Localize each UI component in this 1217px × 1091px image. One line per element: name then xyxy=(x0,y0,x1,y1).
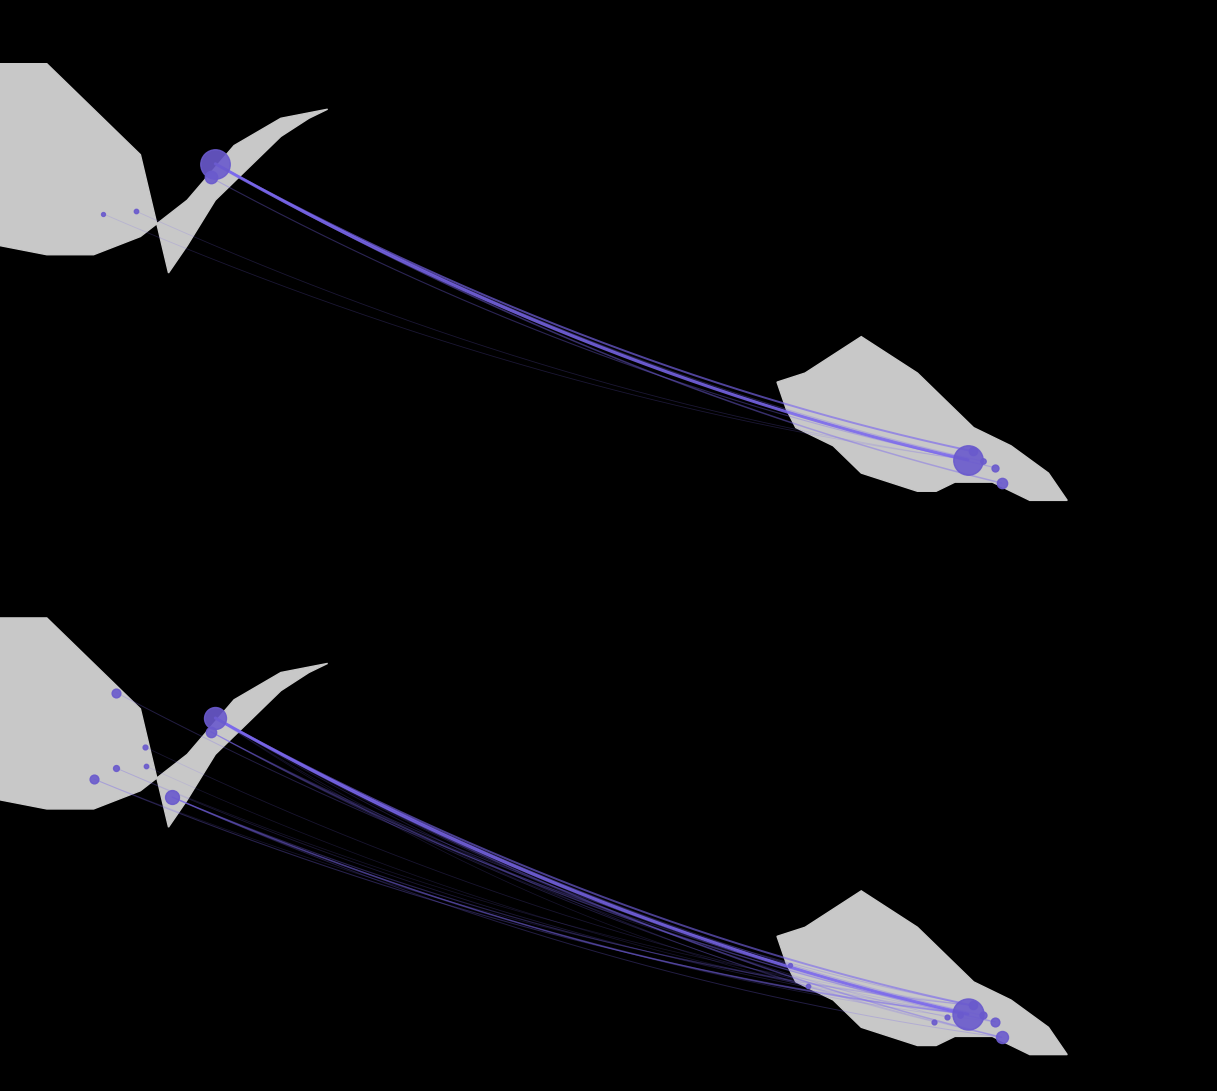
Point xyxy=(963,997,982,1015)
Polygon shape xyxy=(0,618,327,827)
Point xyxy=(84,770,103,788)
Point xyxy=(780,956,800,973)
Point xyxy=(992,475,1011,492)
Point xyxy=(94,205,113,223)
Point xyxy=(135,739,155,756)
Point xyxy=(127,202,146,219)
Point xyxy=(986,459,1005,477)
Point xyxy=(136,757,156,775)
Point xyxy=(974,1007,993,1024)
Point xyxy=(106,759,125,777)
Polygon shape xyxy=(776,891,1067,1055)
Point xyxy=(986,1014,1005,1031)
Point xyxy=(937,1008,957,1026)
Point xyxy=(106,684,125,702)
Point xyxy=(950,1006,970,1023)
Point xyxy=(163,789,183,806)
Point xyxy=(992,1029,1011,1046)
Point xyxy=(201,723,220,741)
Polygon shape xyxy=(776,337,1067,501)
Point xyxy=(925,1014,944,1031)
Point xyxy=(798,978,818,995)
Point xyxy=(958,452,977,469)
Point xyxy=(201,169,220,187)
Point xyxy=(974,453,993,470)
Point xyxy=(963,443,982,460)
Polygon shape xyxy=(0,63,327,273)
Point xyxy=(958,1006,977,1023)
Point xyxy=(206,709,225,727)
Point xyxy=(206,155,225,172)
